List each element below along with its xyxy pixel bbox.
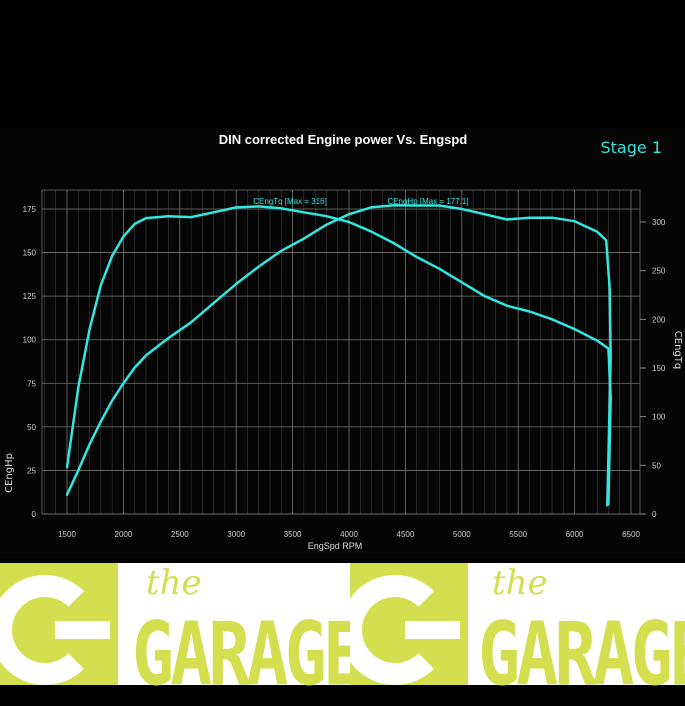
y-left-tick-label: 0: [32, 510, 37, 519]
brand-banner: the GARAGE the GARAGE: [0, 563, 685, 706]
series-line-cenghp: [65, 204, 612, 507]
brand-small-text: the: [492, 563, 548, 603]
x-tick-label: 6500: [622, 530, 640, 539]
brand-logo: the GARAGE: [468, 563, 685, 706]
y-right-tick-label: 0: [652, 510, 657, 519]
chart-title: DIN corrected Engine power Vs. Engspd: [219, 132, 468, 147]
y-axis-right-label: CEngTq: [672, 331, 683, 369]
series-line-cengtq: [65, 205, 612, 506]
plot-frame: [41, 189, 641, 515]
g-logo-mark: [0, 563, 118, 685]
x-tick-label: 4500: [397, 530, 415, 539]
brand-small-text: the: [146, 563, 202, 603]
engine-power-chart: 0 25 50 75 100 125 150 175 0 50 100 150 200 250 300 150…: [0, 128, 685, 558]
g-logo-mark: [350, 563, 468, 685]
y-left-tick-label: 75: [27, 379, 36, 388]
y-right-tick-label: 50: [652, 461, 661, 470]
y-right-tick-label: 150: [652, 364, 666, 373]
x-axis-label: EngSpd RPM: [308, 541, 363, 551]
power-series-label: CEngHp [Max = 177.1]: [387, 197, 468, 206]
x-tick-label: 5000: [453, 530, 471, 539]
y-right-tick-label: 100: [652, 413, 666, 422]
x-tick-label: 3000: [227, 530, 245, 539]
x-tick-label: 4000: [340, 530, 358, 539]
y-left-tick-label: 100: [23, 336, 37, 345]
y-axis-left-label: CEngHp: [4, 453, 15, 493]
y-right-tick-label: 200: [652, 315, 666, 324]
x-tick-label: 1500: [58, 530, 76, 539]
y-left-tick-label: 25: [27, 466, 36, 475]
y-left-tick-label: 50: [27, 423, 36, 432]
series-lines: [65, 204, 612, 507]
x-tick-label: 6000: [566, 530, 584, 539]
stage-badge: Stage 1: [601, 138, 663, 157]
y-left-tick-label: 175: [23, 205, 37, 214]
x-tick-label: 2500: [171, 530, 189, 539]
brand-large-text: GARAGE: [132, 603, 365, 706]
y-left-tick-label: 150: [23, 249, 37, 258]
y-right-tick-label: 250: [652, 267, 666, 276]
torque-series-label: CEngTq [Max = 316]: [253, 197, 327, 206]
y-right-tick-label: 300: [652, 218, 666, 227]
brand-large-text: GARAGE: [478, 603, 685, 706]
axes: 0 25 50 75 100 125 150 175 0 50 100 150 200 250 300 150…: [23, 205, 666, 539]
x-tick-label: 3500: [284, 530, 302, 539]
x-tick-label: 5500: [509, 530, 527, 539]
y-left-tick-label: 125: [23, 292, 37, 301]
brand-logo: the GARAGE: [122, 563, 365, 706]
grid: [41, 189, 641, 515]
x-tick-label: 2000: [115, 530, 133, 539]
